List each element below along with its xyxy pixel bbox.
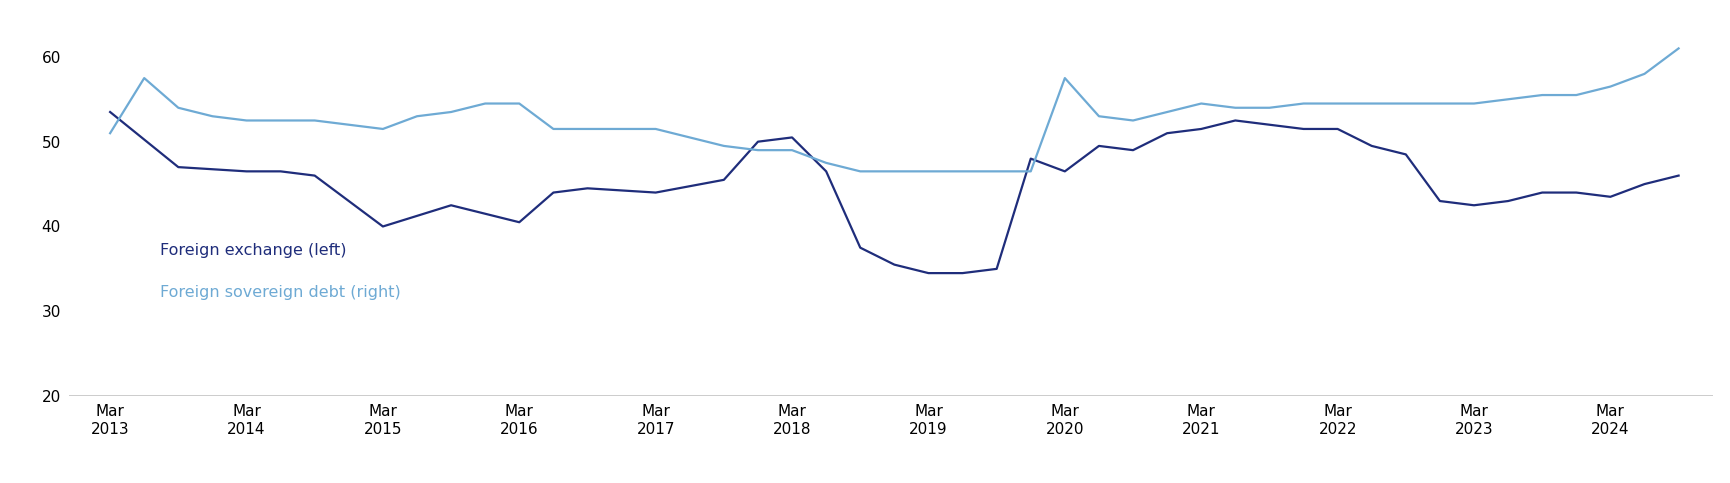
Text: Foreign sovereign debt (right): Foreign sovereign debt (right) — [159, 285, 400, 300]
Text: Foreign exchange (left): Foreign exchange (left) — [159, 243, 346, 258]
